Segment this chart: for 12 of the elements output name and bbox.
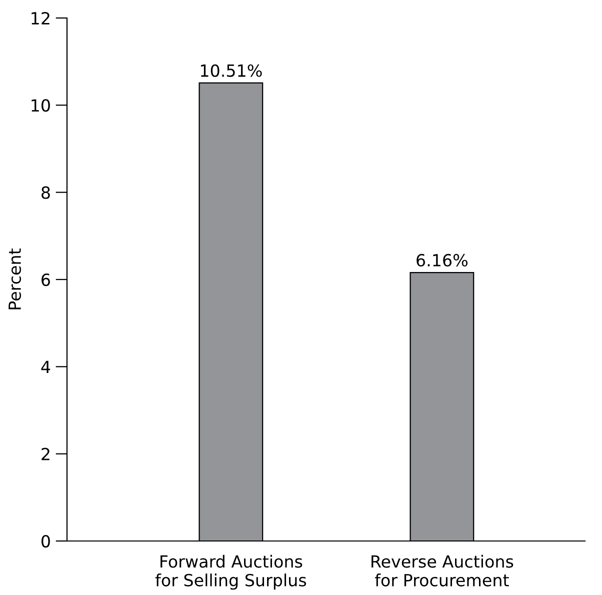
y-tick-label: 0 [42, 534, 50, 548]
y-tick-label: 8 [42, 186, 50, 199]
y-tick-label: 6 [42, 273, 50, 286]
x-tick-label: Forward Auctions for Selling Surplus [155, 554, 306, 590]
data-label: 10.51% [201, 64, 262, 77]
data-label: 6.16% [416, 254, 468, 267]
y-tick-label: 12 [32, 12, 50, 24]
x-tick-label: Reverse Auctions for Procurement [372, 554, 514, 586]
y-tick-label: 2 [42, 448, 50, 460]
y-tick-label: 4 [41, 360, 50, 373]
y-axis-title: Percent [8, 248, 22, 310]
y-tick-label: 10 [32, 99, 50, 112]
